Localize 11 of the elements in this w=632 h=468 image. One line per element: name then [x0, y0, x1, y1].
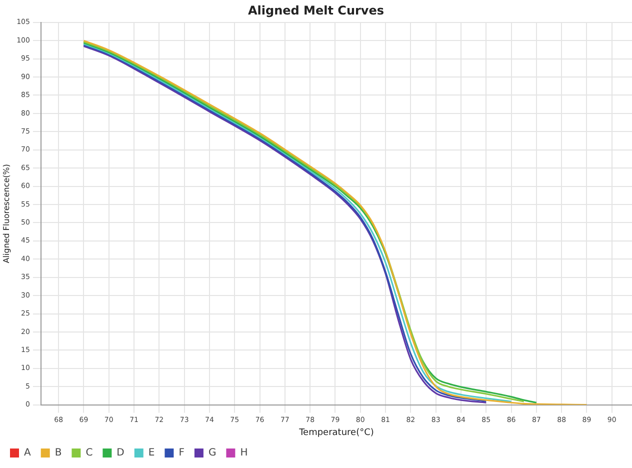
y-axis-title: Aligned Fluorescence(%)	[2, 164, 11, 264]
legend-label: D	[116, 448, 125, 459]
x-axis-title: Temperature(°C)	[298, 428, 374, 438]
legend-label: C	[86, 448, 93, 459]
legend-label: G	[208, 448, 216, 459]
legend-label: B	[54, 448, 62, 459]
legend-label: F	[178, 448, 185, 459]
legend-label: A	[24, 448, 31, 459]
legend-label: H	[240, 448, 248, 459]
legend-label: E	[148, 448, 155, 459]
chart-title: Aligned Melt Curves	[248, 3, 384, 18]
